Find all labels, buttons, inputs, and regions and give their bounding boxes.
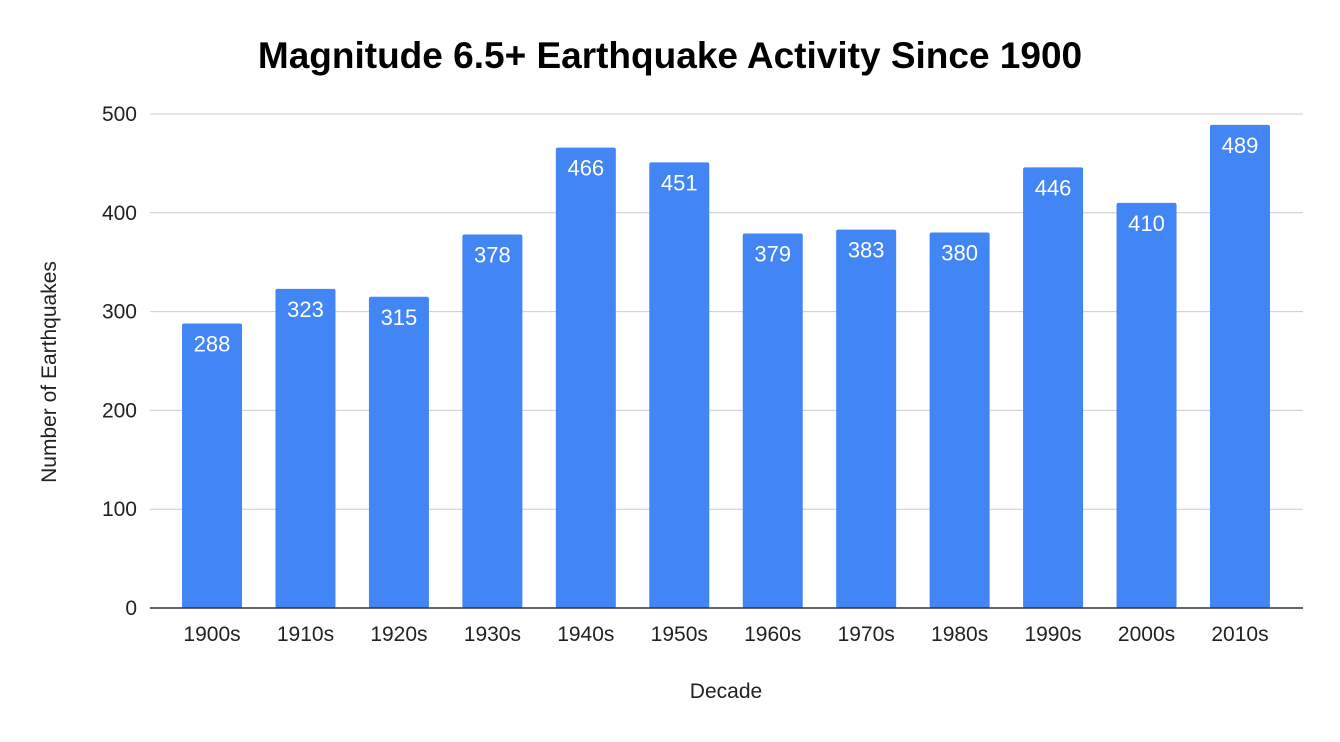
bar [555, 147, 616, 609]
x-axis-label: Decade [690, 680, 762, 703]
x-tick-label: 1990s [1024, 623, 1081, 646]
bar [1209, 124, 1270, 609]
y-tick-label: 500 [102, 103, 137, 126]
y-axis-ticks: 0 100 200 300 400 500 [102, 103, 137, 620]
gridlines [150, 113, 1303, 510]
x-tick-label: 1930s [464, 623, 521, 646]
bar [182, 323, 243, 608]
x-tick-label: 2010s [1211, 623, 1268, 646]
y-tick-label: 200 [102, 399, 137, 422]
data-label: 378 [474, 243, 511, 268]
bar [1116, 202, 1177, 609]
data-label: 451 [661, 170, 698, 195]
y-tick-label: 300 [102, 301, 137, 324]
bar [368, 296, 429, 608]
x-tick-label: 1950s [651, 623, 708, 646]
data-label: 323 [287, 297, 324, 322]
data-label: 446 [1035, 175, 1072, 200]
data-label: 288 [194, 331, 231, 356]
data-label: 410 [1128, 211, 1165, 236]
x-tick-label: 1920s [370, 623, 427, 646]
data-label: 489 [1222, 133, 1259, 158]
data-label: 380 [941, 241, 978, 266]
chart-title: Magnitude 6.5+ Earthquake Activity Since… [258, 35, 1082, 76]
bar [929, 232, 990, 608]
x-tick-label: 1980s [931, 623, 988, 646]
data-label: 315 [381, 305, 418, 330]
data-label: 466 [567, 156, 604, 181]
bars: 288 323 315 378 466 451 379 383 380 446 410 489 [182, 124, 1270, 609]
x-axis-ticks: 1900s 1910s 1920s 1930s 1940s 1950s 1960s 1970s… [183, 623, 1268, 646]
x-tick-label: 1910s [277, 623, 334, 646]
y-tick-label: 400 [102, 202, 137, 225]
x-tick-label: 2000s [1118, 623, 1175, 646]
y-tick-label: 0 [125, 597, 137, 620]
y-axis-label: Number of Earthquakes [38, 261, 61, 483]
bar [649, 162, 710, 609]
x-tick-label: 1970s [838, 623, 895, 646]
data-label: 379 [754, 242, 791, 267]
x-tick-label: 1960s [744, 623, 801, 646]
y-tick-label: 100 [102, 498, 137, 521]
bar [462, 234, 523, 608]
bar [1023, 167, 1084, 609]
bar [836, 229, 897, 608]
bar [275, 288, 336, 608]
bar [742, 233, 803, 608]
x-tick-label: 1940s [557, 623, 614, 646]
x-tick-label: 1900s [183, 623, 240, 646]
data-label: 383 [848, 238, 885, 263]
